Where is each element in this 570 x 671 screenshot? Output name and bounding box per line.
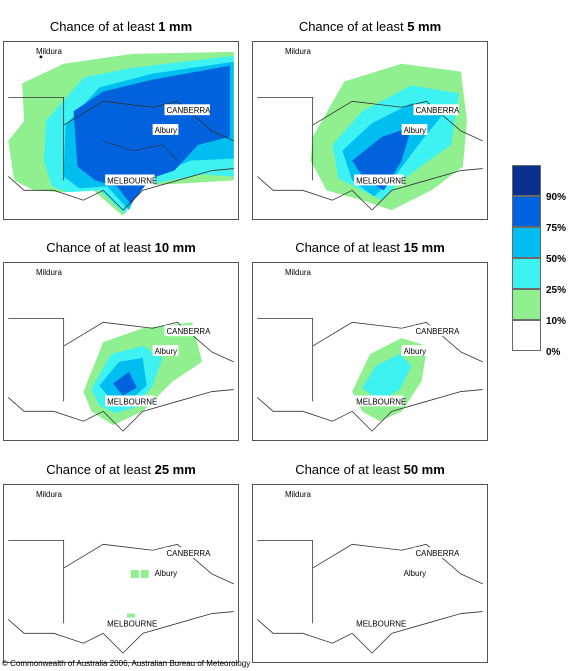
rainfall-map: Mildura CANBERRA Albury MELBOURNE xyxy=(252,484,488,663)
legend-swatch xyxy=(512,258,541,289)
place-label-mildura: Mildura xyxy=(285,268,312,277)
place-label-albury: Albury xyxy=(155,569,177,578)
place-label-canberra: CANBERRA xyxy=(415,549,460,558)
panel-title: Chance of at least 10 mm xyxy=(46,240,196,255)
place-label-melbourne: MELBOURNE xyxy=(107,176,157,185)
legend-label: 90% xyxy=(546,192,567,203)
legend-swatch xyxy=(512,289,541,320)
probability-legend: 90% 75% 50% 25% 10% 0% xyxy=(512,165,570,365)
copyright-notice: © Commonwealth of Australia 2006, Austra… xyxy=(2,659,251,668)
panel-title: Chance of at least 5 mm xyxy=(298,19,442,34)
place-label-melbourne: MELBOURNE xyxy=(356,176,406,185)
legend-swatch xyxy=(512,196,541,227)
rainfall-map: Mildura CANBERRA Albury MELBOURNE xyxy=(3,484,239,663)
rainfall-map: Mildura CANBERRA Albury MELBOURNE xyxy=(3,41,239,220)
place-label-albury: Albury xyxy=(155,347,177,356)
panel-title: Chance of at least 25 mm xyxy=(46,462,196,477)
rainfall-map: Mildura CANBERRA Albury MELBOURNE xyxy=(252,41,488,220)
rainfall-map: Mildura CANBERRA Albury MELBOURNE xyxy=(252,262,488,441)
rainfall-map: Mildura CANBERRA Albury MELBOURNE xyxy=(3,262,239,441)
place-label-canberra: CANBERRA xyxy=(415,327,460,336)
place-label-mildura: Mildura xyxy=(36,268,63,277)
legend-label: 75% xyxy=(546,223,567,234)
legend-swatch xyxy=(512,165,541,196)
panel-title: Chance of at least 1 mm xyxy=(49,19,193,34)
place-label-albury: Albury xyxy=(404,569,426,578)
place-label-mildura: Mildura xyxy=(36,490,63,499)
place-label-melbourne: MELBOURNE xyxy=(356,619,406,628)
legend-label: 25% xyxy=(546,285,567,296)
place-label-canberra: CANBERRA xyxy=(166,327,211,336)
place-label-melbourne: MELBOURNE xyxy=(107,619,157,628)
legend-label: 0% xyxy=(546,347,561,358)
legend-swatch xyxy=(512,227,541,258)
place-label-mildura: Mildura xyxy=(285,47,312,56)
place-label-albury: Albury xyxy=(155,126,177,135)
place-label-canberra: CANBERRA xyxy=(415,106,460,115)
panel-title: Chance of at least 15 mm xyxy=(295,240,445,255)
place-label-albury: Albury xyxy=(404,126,426,135)
place-label-canberra: CANBERRA xyxy=(166,106,211,115)
place-label-melbourne: MELBOURNE xyxy=(356,397,406,406)
place-label-canberra: CANBERRA xyxy=(166,549,211,558)
place-label-melbourne: MELBOURNE xyxy=(107,397,157,406)
legend-label: 10% xyxy=(546,316,567,327)
panel-title: Chance of at least 50 mm xyxy=(295,462,445,477)
place-label-mildura: Mildura xyxy=(285,490,312,499)
place-label-mildura: Mildura xyxy=(36,47,63,56)
place-label-albury: Albury xyxy=(404,347,426,356)
legend-swatch xyxy=(512,320,541,351)
legend-label: 50% xyxy=(546,254,567,265)
